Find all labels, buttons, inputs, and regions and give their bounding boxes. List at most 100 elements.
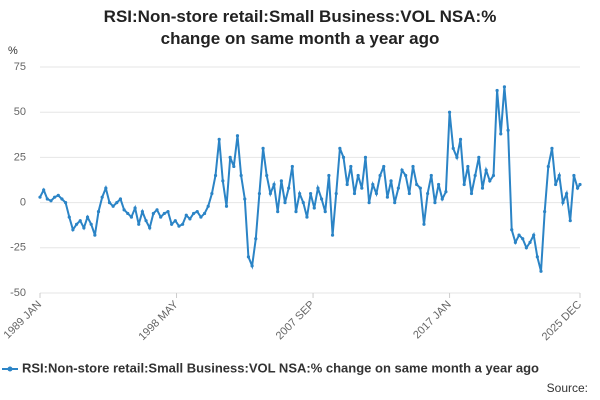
point: [469, 191, 474, 196]
y-tick-label: 0: [20, 197, 26, 209]
point: [557, 173, 561, 178]
point: [265, 173, 269, 178]
point: [319, 197, 324, 201]
point: [327, 173, 331, 178]
point: [543, 210, 547, 214]
point: [224, 204, 229, 208]
point: [466, 164, 470, 169]
point: [371, 182, 375, 187]
point: [181, 222, 185, 226]
point: [334, 191, 338, 196]
point: [374, 191, 379, 196]
point: [473, 173, 477, 178]
point: [115, 201, 119, 205]
point: [254, 237, 258, 241]
point: [232, 164, 236, 169]
point: [532, 233, 536, 237]
point: [367, 201, 371, 205]
point: [268, 191, 272, 196]
x-tick-label: 2007 SEP: [274, 299, 318, 343]
point: [363, 155, 368, 159]
point: [93, 233, 97, 237]
point: [385, 195, 390, 199]
point: [257, 191, 262, 196]
chart-title: RSI:Non-store retail:Small Business:VOL …: [103, 7, 497, 48]
y-tick-label: -50: [10, 287, 26, 299]
point: [524, 246, 528, 250]
point: [298, 191, 302, 196]
point: [210, 191, 214, 196]
point: [213, 173, 218, 178]
x-tick-label: 1989 JAN: [2, 299, 45, 342]
point: [294, 210, 298, 214]
point: [458, 137, 463, 141]
point: [539, 269, 543, 273]
point: [506, 128, 510, 132]
point: [407, 191, 411, 196]
point: [283, 201, 287, 205]
point: [360, 186, 364, 190]
point: [349, 164, 353, 169]
point: [477, 155, 481, 159]
point: [159, 215, 163, 219]
point: [56, 193, 60, 197]
point: [462, 182, 466, 187]
point: [305, 215, 309, 219]
point: [393, 201, 397, 205]
point: [451, 146, 455, 150]
point: [107, 201, 112, 205]
point: [53, 195, 57, 199]
point: [261, 146, 265, 150]
point: [129, 215, 134, 219]
point: [276, 210, 280, 214]
point: [521, 237, 525, 241]
point: [100, 195, 104, 199]
point: [191, 211, 196, 216]
point: [528, 240, 532, 244]
point: [38, 195, 42, 199]
point: [188, 217, 192, 221]
point: [488, 179, 492, 183]
point: [85, 215, 90, 219]
y-tick-label: 75: [14, 61, 26, 73]
point: [144, 219, 148, 223]
legend-label: RSI:Non-store retail:Small Business:VOL …: [22, 360, 539, 375]
point: [217, 137, 221, 141]
point: [418, 186, 422, 190]
point: [82, 226, 86, 230]
point: [561, 201, 565, 205]
point: [162, 211, 166, 216]
point: [202, 211, 207, 216]
point: [239, 173, 243, 178]
point: [433, 201, 437, 205]
point: [279, 179, 283, 183]
point: [126, 211, 130, 216]
point: [49, 199, 53, 203]
point: [338, 146, 342, 150]
point: [575, 186, 580, 190]
point: [166, 210, 170, 214]
point: [429, 173, 433, 178]
x-tick-label: 2017 JAN: [411, 299, 454, 342]
point: [484, 168, 488, 172]
point: [151, 211, 155, 216]
point: [415, 182, 419, 187]
point: [396, 186, 400, 190]
point: [578, 182, 582, 187]
y-tick-label: -25: [10, 242, 26, 254]
point: [170, 222, 174, 226]
point: [309, 191, 313, 196]
point: [316, 186, 320, 190]
point: [455, 155, 459, 159]
point: [301, 201, 305, 205]
point: [499, 132, 503, 136]
point: [495, 88, 499, 93]
point: [352, 191, 357, 196]
point: [517, 233, 521, 237]
point: [550, 146, 554, 150]
point: [199, 215, 203, 219]
point: [122, 208, 126, 212]
point: [148, 226, 152, 230]
point: [235, 134, 240, 138]
